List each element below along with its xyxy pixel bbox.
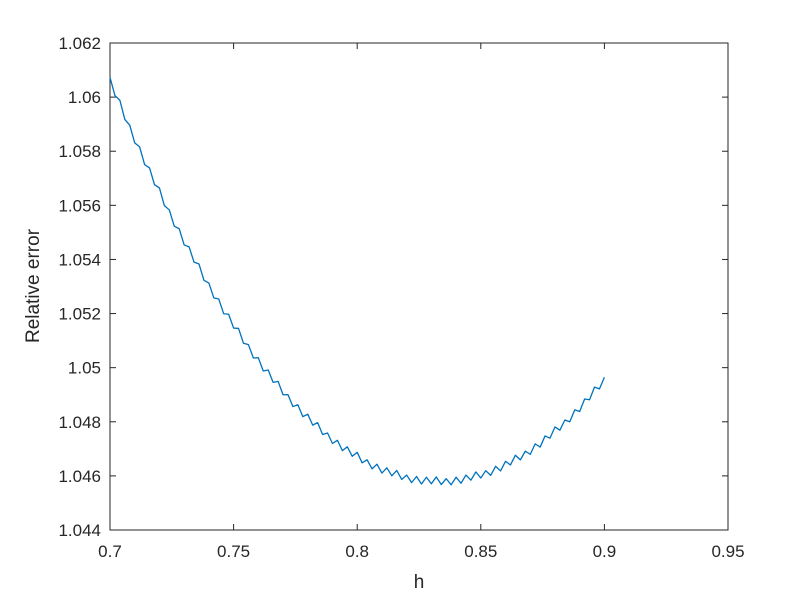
y-tick-label: 1.054 [58,250,101,269]
x-tick-label: 0.95 [711,542,744,561]
y-tick-label: 1.056 [58,196,101,215]
plot-area [109,42,729,531]
series-line [109,77,605,486]
x-tick-label: 0.8 [345,542,369,561]
y-tick-label: 1.05 [68,359,101,378]
x-tick-label: 0.85 [464,542,497,561]
y-tick-label: 1.052 [58,305,101,324]
axis-ticks [109,42,729,531]
x-tick-label: 0.9 [593,542,617,561]
x-tick-label: 0.7 [98,542,122,561]
y-tick-label: 1.058 [58,142,101,161]
y-tick-label: 1.046 [58,467,101,486]
y-tick-label: 1.048 [58,413,101,432]
data-series [109,77,605,486]
axis-tick-labels: 0.7 0.75 0.8 0.85 0.9 0.95 1.044 1.046 1.048 1.05… [58,34,744,561]
y-tick-label: 1.044 [58,521,101,540]
y-tick-label: 1.062 [58,34,101,53]
x-tick-label: 0.75 [217,542,250,561]
plot-box-outline [109,42,729,531]
x-axis-label: h [414,572,425,593]
y-tick-label: 1.06 [68,88,101,107]
y-axis-label: Relative error [23,228,44,343]
